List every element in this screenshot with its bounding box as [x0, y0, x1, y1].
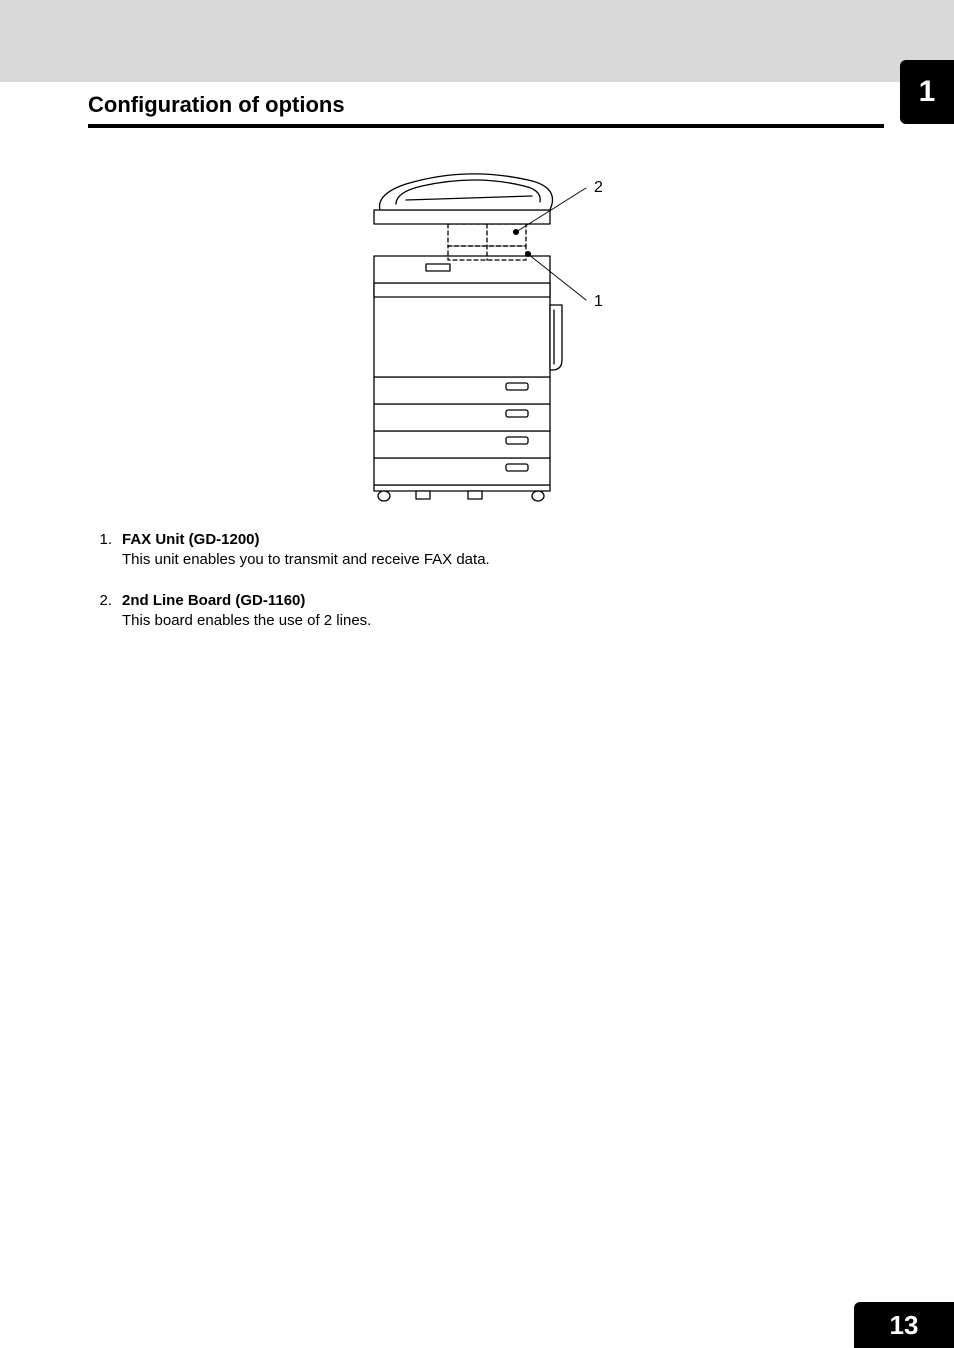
callout-label-1: 1 [594, 293, 603, 310]
list-item-title: 2nd Line Board (GD-1160) [122, 592, 305, 609]
copier-diagram: 2 1 [88, 160, 884, 510]
callout-label-2: 2 [594, 179, 603, 196]
copier-svg: 2 1 [356, 160, 616, 510]
header-band [0, 0, 954, 82]
section-title: Configuration of options [88, 92, 884, 128]
list-item-desc: This unit enables you to transmit and re… [122, 551, 490, 568]
list-item: 2. 2nd Line Board (GD-1160) This board e… [88, 591, 884, 630]
list-item-number: 1. [88, 530, 112, 569]
page-number: 13 [890, 1310, 919, 1341]
options-list: 1. FAX Unit (GD-1200) This unit enables … [88, 530, 884, 630]
list-item: 1. FAX Unit (GD-1200) This unit enables … [88, 530, 884, 569]
list-item-number: 2. [88, 591, 112, 630]
page-number-tab: 13 [854, 1302, 954, 1348]
list-item-desc: This board enables the use of 2 lines. [122, 612, 371, 629]
list-item-title: FAX Unit (GD-1200) [122, 531, 260, 548]
